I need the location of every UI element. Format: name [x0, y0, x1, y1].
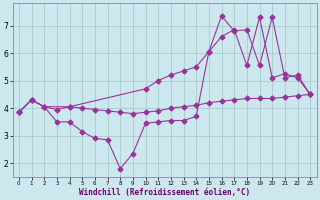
X-axis label: Windchill (Refroidissement éolien,°C): Windchill (Refroidissement éolien,°C) — [79, 188, 250, 197]
